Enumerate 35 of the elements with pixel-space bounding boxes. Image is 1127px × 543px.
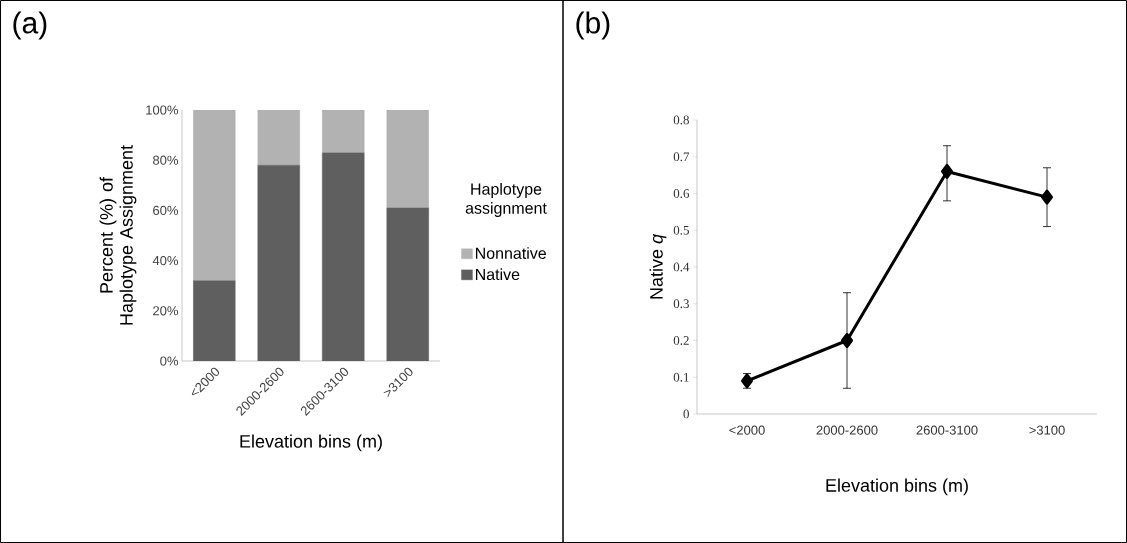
- y-tick-label: 0.5: [673, 225, 689, 235]
- bar: [322, 109, 365, 153]
- bar: [386, 109, 429, 209]
- x-tick-label: >3100: [1029, 425, 1065, 435]
- y-axis-title: Native q: [649, 234, 667, 299]
- y-tick-label: 0.7: [673, 152, 690, 162]
- chart-title: (a): [13, 11, 47, 40]
- x-tick-label: <2000: [729, 425, 765, 435]
- y-tick-label: 0.6: [673, 189, 690, 198]
- x-axis-title: Elevation bins (m): [826, 478, 968, 496]
- bar: [193, 109, 236, 281]
- y-tick-label: 0.8: [673, 115, 689, 125]
- point: [1041, 189, 1053, 205]
- x-axis-title: Elevation bins (m): [240, 434, 382, 452]
- y-tick-label: 0: [683, 409, 689, 419]
- legend-label: Nonnative: [475, 247, 546, 259]
- y-tick-label: 20%: [153, 306, 179, 316]
- point: [841, 332, 853, 348]
- legend-label: Native: [475, 268, 520, 281]
- y-tick-label: 0.3: [673, 299, 689, 309]
- x-tick-label: 2600-3100: [916, 425, 978, 435]
- y-tick-label: 0.2: [673, 336, 689, 345]
- x-tick-label: 2000-2600: [816, 425, 878, 435]
- y-tick-label: 60%: [153, 205, 179, 215]
- y-tick-label: 0%: [160, 356, 179, 366]
- y-tick-label: 80%: [153, 155, 179, 165]
- point: [941, 163, 953, 179]
- y-tick-label: 100%: [146, 105, 179, 115]
- y-axis-title: Percent (%) of Haplotype Assignment: [99, 145, 137, 325]
- y-tick-label: 0.4: [673, 262, 690, 272]
- y-tick-label: 0.1: [673, 372, 689, 382]
- bar: [257, 109, 300, 166]
- chart-title: (b): [576, 11, 610, 40]
- y-tick-label: 40%: [152, 255, 179, 266]
- legend-title: Haplotype assignment: [465, 183, 547, 217]
